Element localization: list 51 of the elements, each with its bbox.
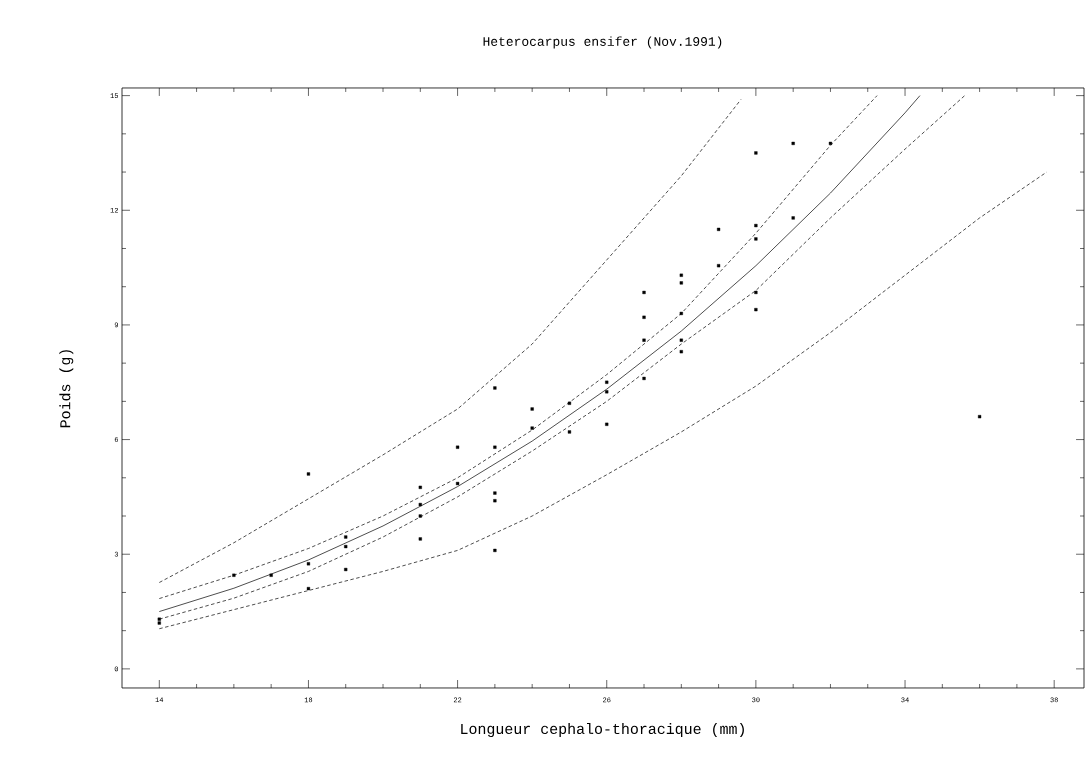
point <box>642 376 646 381</box>
point <box>418 502 422 507</box>
point <box>754 237 758 241</box>
point <box>418 537 422 541</box>
point <box>530 426 534 430</box>
point <box>306 587 311 591</box>
point <box>642 338 646 342</box>
point <box>791 141 795 145</box>
point <box>754 290 758 295</box>
chart-title: Heterocarpus ensifer (Nov.1991) <box>483 36 722 49</box>
point <box>456 445 460 449</box>
point <box>567 401 572 405</box>
point <box>157 617 161 621</box>
point <box>567 430 572 434</box>
point <box>828 141 833 145</box>
point <box>344 567 348 572</box>
point <box>344 544 348 549</box>
point <box>679 350 683 354</box>
point <box>605 422 609 426</box>
point <box>642 290 646 295</box>
point <box>493 445 497 449</box>
point <box>530 407 534 411</box>
point <box>157 621 161 625</box>
point <box>456 481 460 486</box>
point <box>679 311 683 316</box>
point <box>642 315 646 319</box>
point <box>493 386 497 390</box>
point <box>344 535 348 539</box>
point <box>269 573 273 577</box>
point <box>493 548 497 552</box>
point <box>717 264 721 268</box>
point <box>717 227 721 231</box>
point <box>605 380 609 384</box>
point <box>754 151 758 155</box>
point <box>679 338 683 342</box>
y-axis-title: Poids (g) <box>59 350 74 428</box>
point <box>754 223 758 228</box>
point <box>605 390 609 394</box>
point <box>978 415 982 419</box>
x-axis-title: Longueur cephalo-thoracique (mm) <box>461 723 744 737</box>
point <box>306 562 311 566</box>
point <box>306 472 311 476</box>
point <box>232 573 236 577</box>
point <box>418 514 422 518</box>
point <box>493 491 497 495</box>
point <box>679 273 683 277</box>
point <box>679 281 683 285</box>
point <box>791 216 795 220</box>
point <box>418 485 422 489</box>
point <box>754 308 758 312</box>
point <box>493 499 497 503</box>
